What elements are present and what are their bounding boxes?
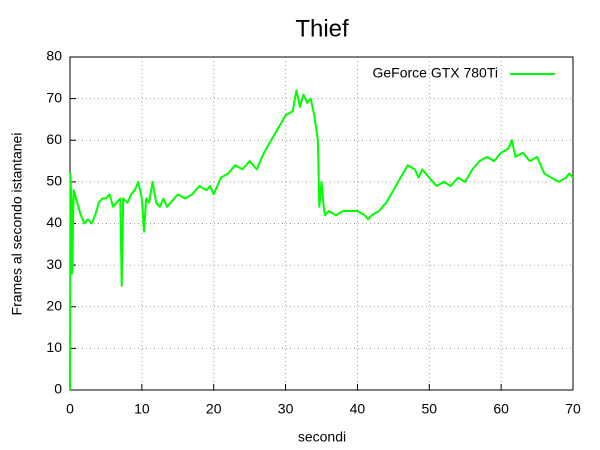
y-tick-label: 40 (46, 214, 62, 230)
x-tick-label: 0 (66, 401, 74, 417)
y-axis-label: Frames al secondo istantanei (9, 133, 25, 316)
x-tick-label: 70 (565, 401, 581, 417)
x-tick-label: 60 (493, 401, 509, 417)
y-tick-label: 10 (46, 339, 62, 355)
x-tick-label: 50 (421, 401, 437, 417)
x-axis-label: secondi (298, 429, 346, 445)
x-tick-label: 10 (134, 401, 150, 417)
y-tick-label: 50 (46, 173, 62, 189)
x-tick-label: 20 (206, 401, 222, 417)
x-tick-label: 40 (350, 401, 366, 417)
y-tick-label: 20 (46, 297, 62, 313)
legend-label: GeForce GTX 780Ti (372, 65, 498, 81)
chart-title: Thief (295, 15, 349, 42)
x-tick-label: 30 (278, 401, 294, 417)
y-tick-label: 30 (46, 256, 62, 272)
y-tick-label: 60 (46, 131, 62, 147)
y-tick-label: 0 (54, 381, 62, 397)
y-tick-label: 80 (46, 48, 62, 64)
y-tick-label: 70 (46, 89, 62, 105)
data-line (69, 89, 574, 391)
